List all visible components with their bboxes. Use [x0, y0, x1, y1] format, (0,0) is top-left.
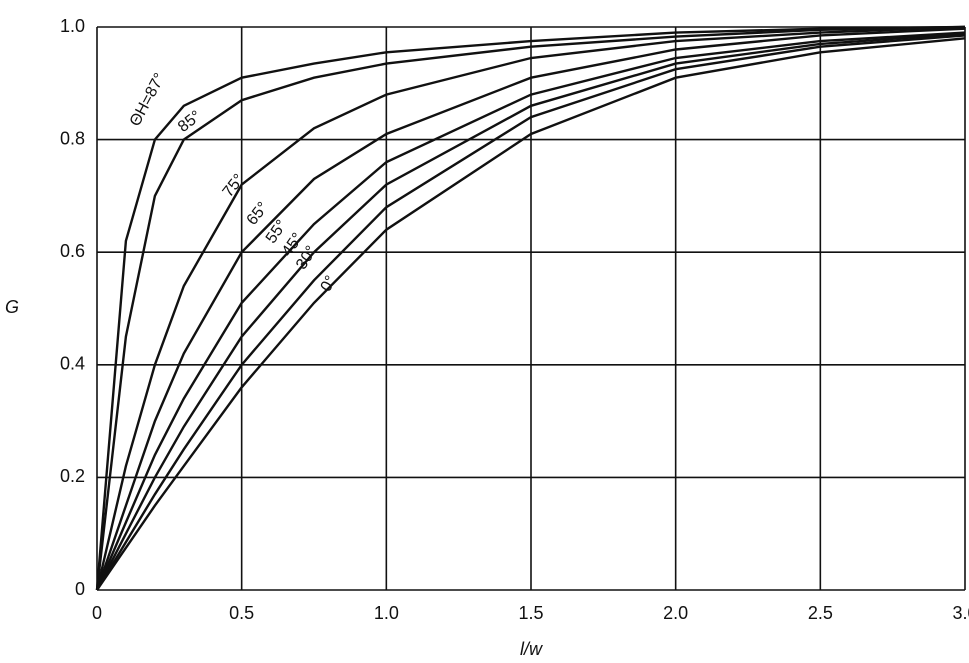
curve	[95, 25, 966, 591]
curve	[95, 25, 966, 591]
curve-label: ΘH=87°	[127, 70, 169, 129]
curve	[95, 32, 966, 591]
y-tick-label: 0.6	[60, 241, 85, 261]
x-tick-label: 0	[92, 603, 102, 623]
curve-label: 65°	[244, 199, 272, 229]
curve	[95, 25, 966, 591]
curve	[95, 31, 966, 591]
curve-label: 75°	[220, 171, 248, 201]
y-tick-label: 0.4	[60, 354, 85, 374]
x-tick-label: 3.0	[952, 603, 969, 623]
curve	[95, 34, 966, 591]
y-tick-label: 1.0	[60, 16, 85, 36]
y-tick-label: 0	[75, 579, 85, 599]
curve	[95, 27, 966, 591]
x-axis-label: l/w	[520, 639, 543, 659]
curve-label: 0°	[318, 273, 340, 295]
x-tick-label: 1.5	[518, 603, 543, 623]
x-tick-label: 0.5	[229, 603, 254, 623]
x-tick-label: 2.5	[808, 603, 833, 623]
y-axis-label: G	[5, 297, 19, 317]
x-tick-label: 2.0	[663, 603, 688, 623]
y-tick-label: 0.8	[60, 128, 85, 148]
curve	[96, 37, 966, 591]
y-tick-label: 0.2	[60, 466, 85, 486]
x-tick-label: 1.0	[374, 603, 399, 623]
